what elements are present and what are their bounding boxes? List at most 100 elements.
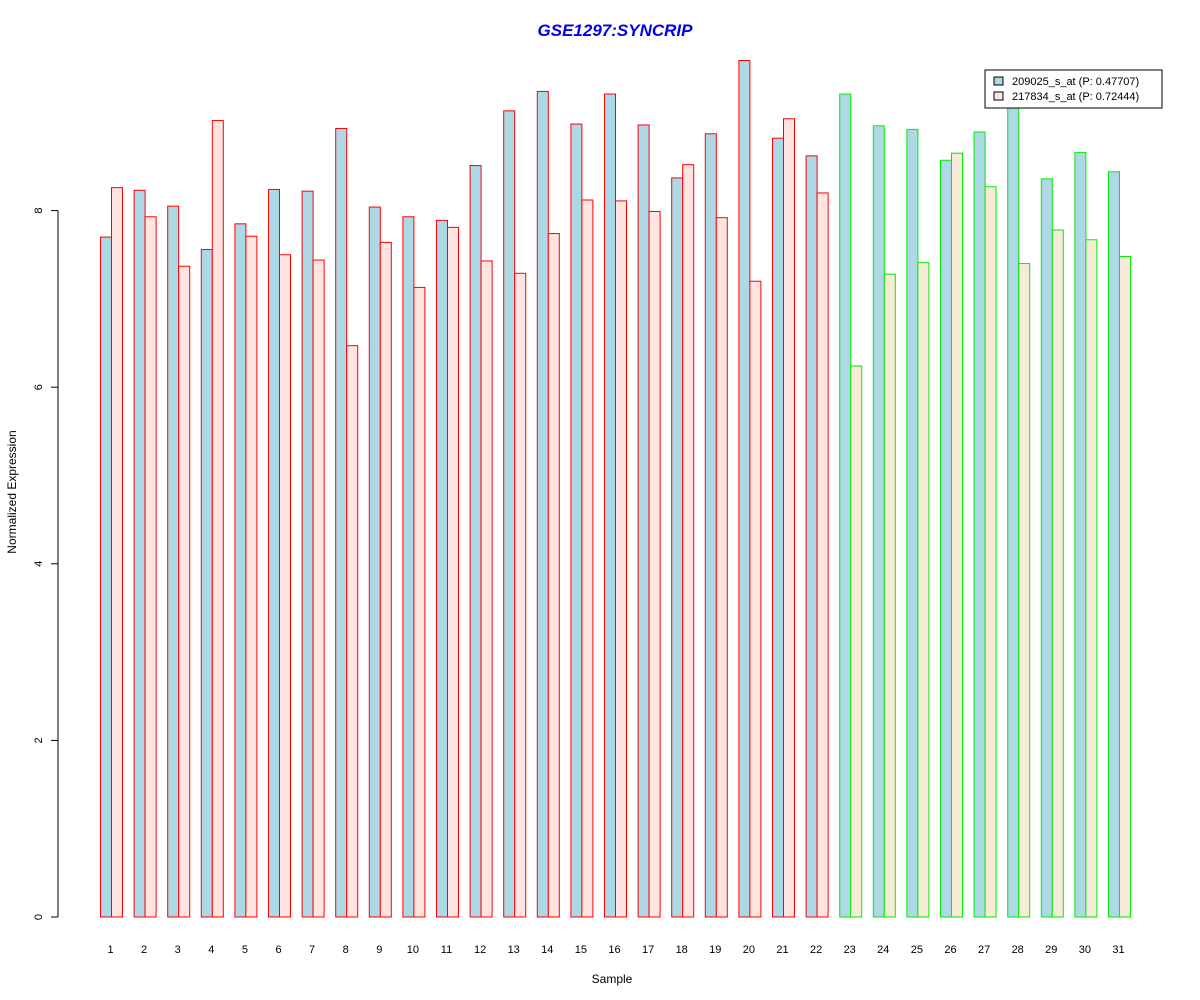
bar-series-2 [1119,256,1131,918]
x-tick-label: 31 [1112,944,1124,956]
bar-series-1 [1007,102,1020,918]
bar-series-2 [379,241,392,918]
bar-series-2 [245,235,258,918]
y-tick-label: 0 [33,914,45,920]
bar-series-2 [1085,239,1098,918]
x-tick-label: 12 [474,944,486,956]
x-tick-label: 6 [275,944,281,956]
x-tick-label: 11 [441,944,452,956]
x-tick-label: 22 [810,944,822,956]
y-tick-label: 4 [33,561,45,567]
bar-series-2 [1018,263,1031,918]
bar-series-1 [1040,178,1053,918]
x-tick-label: 30 [1079,944,1091,956]
bar-series-2 [615,200,627,918]
x-tick-label: 21 [776,944,788,956]
y-tick-label: 8 [33,208,45,214]
bar-series-2 [749,280,762,918]
x-tick-label: 23 [844,944,856,956]
bar-series-2 [178,265,191,918]
bar-series-2 [413,286,426,918]
bar-series-2 [984,186,997,918]
x-tick-label: 25 [911,944,923,956]
x-tick-label: 7 [309,944,315,956]
bar-series-1 [335,127,348,918]
x-tick-labels: 1 2 3 4 5 6 7 8 9 10 11 12 13 14 15 16 17 18 19 20 21 22 23 24 2… [107,944,1124,956]
x-tick-label: 3 [175,944,181,956]
bar-series-1 [1108,171,1120,918]
x-tick-label: 28 [1012,944,1024,956]
bar-series-1 [133,189,146,918]
bar-series-2 [480,260,493,918]
x-tick-label: 16 [608,944,620,956]
x-tick-label: 5 [242,944,248,956]
legend-swatch-series-2 [993,91,1004,101]
bar-series-1 [436,219,448,918]
x-tick-label: 18 [676,944,688,956]
y-axis-label: Normalized Expression [5,430,19,553]
y-tick-label: 6 [33,384,45,390]
bar-series-1 [570,123,583,918]
x-tick-label: 2 [141,944,147,956]
legend-label-series-1: 209025_s_at (P: 0.47707) [1012,76,1139,88]
bar-series-2 [581,199,594,918]
bar-series-1 [402,216,415,918]
x-tick-label: 20 [743,944,755,956]
bar-series-1 [973,131,986,918]
bar-series-2 [951,152,963,918]
x-tick-label: 13 [508,944,520,956]
bar-series-1 [738,59,751,918]
bar-series-2 [682,164,695,918]
bar-series-1 [872,125,885,918]
bar-series-1 [167,205,180,918]
bar-series-2 [211,120,224,918]
x-tick-label: 10 [407,944,419,956]
bar-series-1 [637,124,650,918]
x-tick-label: 17 [642,944,654,956]
bar-series-1 [772,137,784,918]
bar-series-2 [883,273,896,918]
bar-series-1 [301,190,314,918]
bar-series-1 [671,177,684,918]
bar-series-1 [805,155,818,918]
bar-series-1 [839,93,852,918]
x-tick-label: 24 [877,944,889,956]
bar-series-2 [850,365,863,918]
bar-series-2 [279,254,291,918]
x-tick-label: 1 [107,944,113,956]
bar-series-2 [312,259,325,918]
bar-series-2 [648,210,661,918]
legend-box [984,69,1163,109]
x-tick-label: 26 [944,944,956,956]
bar-series-2 [1051,229,1064,918]
x-tick-label: 19 [709,944,721,956]
bar-series-1 [368,206,381,918]
x-tick-label: 15 [575,944,587,956]
bar-series-2 [514,272,527,918]
x-tick-label: 27 [978,944,990,956]
x-tick-label: 14 [541,944,553,956]
bar-series-1 [906,128,919,918]
bar-series-2 [547,233,560,918]
x-tick-label: 29 [1045,944,1057,956]
legend: 209025_s_at (P: 0.47707) 217834_s_at (P:… [984,69,1163,109]
bar-series-1 [503,110,516,918]
bar-series-1 [234,223,247,918]
bar-series-2 [144,216,157,918]
bar-series-1 [100,236,112,918]
bar-series-2 [447,226,459,918]
bar-series-1 [1074,151,1087,918]
bar-series-2 [917,262,930,918]
bar-series-1 [940,159,952,918]
bar-series-2 [783,118,795,918]
x-axis-label: Sample [592,972,633,986]
x-tick-label: 9 [376,944,382,956]
bar-series-1 [469,165,482,918]
chart-title: GSE1297:SYNCRIP [538,21,694,40]
bar-series-1 [704,133,717,918]
bars-group [100,59,1131,918]
bar-series-1 [200,248,213,918]
x-tick-label: 4 [208,944,214,956]
bar-series-1 [268,188,280,918]
